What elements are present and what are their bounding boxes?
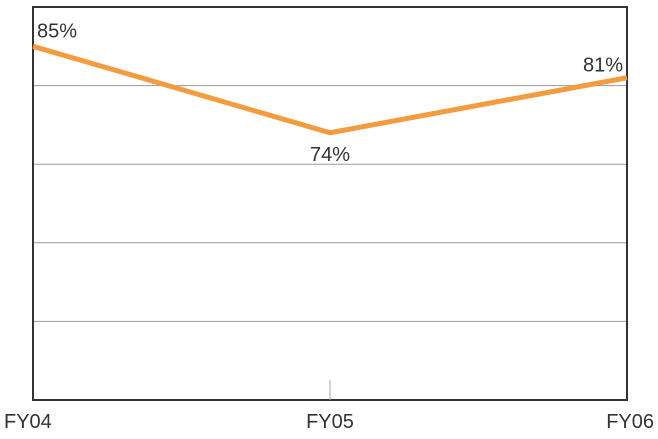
x-axis-tick-labels: FY04 FY05 FY06 <box>4 411 654 433</box>
series-layer <box>33 46 627 133</box>
x-tick-label: FY04 <box>4 411 52 433</box>
series-line <box>33 46 627 132</box>
x-tick-label: FY06 <box>606 411 654 433</box>
data-label: 74% <box>310 144 350 166</box>
data-label: 81% <box>583 55 623 77</box>
data-label: 85% <box>37 20 77 42</box>
x-tick-label: FY05 <box>306 411 354 433</box>
plot-frame <box>33 7 627 400</box>
grid-layer <box>33 86 627 322</box>
